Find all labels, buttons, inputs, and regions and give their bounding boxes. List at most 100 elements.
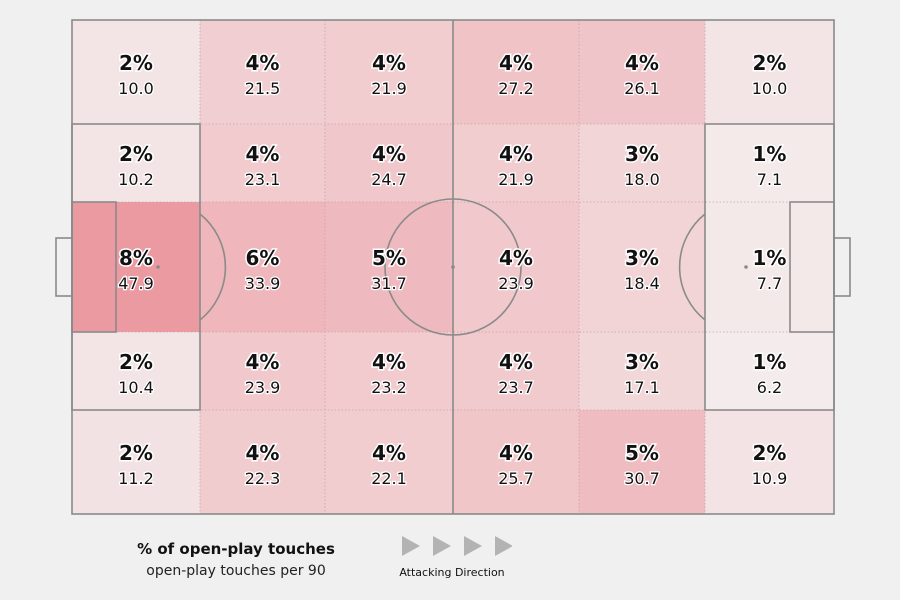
cell-value: 23.7 [498, 378, 534, 397]
arrow-right-icon [495, 536, 512, 556]
cell-percentage: 4% [499, 246, 533, 270]
heatmap-cell [72, 124, 200, 202]
legend-title: % of open-play touches [137, 540, 335, 558]
cell-percentage: 1% [753, 350, 787, 374]
cell-percentage: 6% [246, 246, 280, 270]
cell-percentage: 4% [246, 441, 280, 465]
direction-arrows-icon [392, 534, 512, 558]
heatmap-cell [705, 20, 834, 124]
left-penalty-arc [199, 213, 227, 321]
cell-value: 23.9 [498, 274, 534, 293]
cell-percentage: 1% [753, 142, 787, 166]
cell-percentage: 3% [625, 142, 659, 166]
heatmap-cell [453, 202, 579, 332]
cell-value: 47.9 [118, 274, 154, 293]
left-penalty-spot [156, 265, 160, 269]
cell-value: 18.4 [624, 274, 660, 293]
arrow-right-icon [433, 536, 451, 556]
heatmap-cell [579, 124, 705, 202]
cell-value: 33.9 [245, 274, 281, 293]
cell-value: 17.1 [624, 378, 660, 397]
heatmap-cell [325, 202, 453, 332]
direction-label: Attacking Direction [399, 566, 505, 579]
cell-value: 21.5 [245, 79, 281, 98]
arrow-right-icon [464, 536, 482, 556]
cell-percentage: 4% [372, 350, 406, 374]
left-goal [55, 237, 73, 297]
heatmap-cell [579, 20, 705, 124]
arrow-right-icon [402, 536, 420, 556]
cell-value: 24.7 [371, 170, 407, 189]
cell-value: 10.0 [118, 79, 154, 98]
cell-percentage: 1% [753, 246, 787, 270]
cell-percentage: 2% [119, 51, 153, 75]
center-spot [451, 265, 455, 269]
heatmap-cell [705, 332, 834, 410]
heatmap-cell [200, 202, 325, 332]
heatmap-cell [200, 20, 325, 124]
heatmap-cell [325, 20, 453, 124]
legend: % of open-play touches open-play touches… [72, 538, 400, 582]
heatmap-cell [705, 410, 834, 514]
heatmap-cell [72, 410, 200, 514]
heatmap-cell [579, 410, 705, 514]
heatmap-cell [705, 202, 834, 332]
cell-value: 10.9 [752, 469, 788, 488]
heatmap-cell [72, 20, 200, 124]
heatmap-cell [200, 124, 325, 202]
cell-value: 18.0 [624, 170, 660, 189]
cell-percentage: 4% [499, 350, 533, 374]
cell-percentage: 4% [246, 142, 280, 166]
cell-value: 10.2 [118, 170, 154, 189]
cell-percentage: 2% [753, 51, 787, 75]
heatmap-cell [325, 124, 453, 202]
heatmap-cell [579, 332, 705, 410]
cell-value: 10.0 [752, 79, 788, 98]
heatmap-cell [200, 332, 325, 410]
heatmap-cell [579, 202, 705, 332]
cell-percentage: 4% [246, 350, 280, 374]
heatmap-cell [453, 410, 579, 514]
cell-value: 31.7 [371, 274, 407, 293]
cell-value: 7.7 [757, 274, 782, 293]
cell-percentage: 8% [119, 246, 153, 270]
heatmap-cell [72, 332, 200, 410]
cell-percentage: 4% [246, 51, 280, 75]
cell-value: 6.2 [757, 378, 782, 397]
cell-percentage: 3% [625, 246, 659, 270]
right-penalty-spot [744, 265, 748, 269]
cell-value: 23.2 [371, 378, 407, 397]
cell-value: 30.7 [624, 469, 660, 488]
cell-percentage: 5% [372, 246, 406, 270]
heatmap-cell [453, 332, 579, 410]
heatmap-cell [325, 332, 453, 410]
cell-percentage: 2% [119, 441, 153, 465]
cell-percentage: 3% [625, 350, 659, 374]
cell-percentage: 4% [499, 51, 533, 75]
legend-subtitle: open-play touches per 90 [146, 563, 326, 579]
cell-value: 25.7 [498, 469, 534, 488]
cell-percentage: 2% [119, 142, 153, 166]
heatmap-cell [325, 410, 453, 514]
cell-percentage: 4% [372, 142, 406, 166]
cell-percentage: 2% [119, 350, 153, 374]
center-circle [384, 198, 522, 336]
cell-value: 27.2 [498, 79, 534, 98]
cell-value: 7.1 [757, 170, 782, 189]
cell-percentage: 4% [372, 441, 406, 465]
heatmap-cell [453, 124, 579, 202]
cell-percentage: 4% [372, 51, 406, 75]
heatmap-cell [200, 410, 325, 514]
cell-value: 21.9 [498, 170, 534, 189]
attacking-direction: Attacking Direction [392, 534, 512, 579]
heatmap-cell [705, 124, 834, 202]
cell-percentage: 4% [625, 51, 659, 75]
cell-percentage: 2% [753, 441, 787, 465]
heatmap-cell [72, 202, 200, 332]
cell-value: 26.1 [624, 79, 660, 98]
heatmap-cell [453, 20, 579, 124]
cell-percentage: 4% [499, 441, 533, 465]
cell-value: 23.1 [245, 170, 281, 189]
cell-percentage: 4% [499, 142, 533, 166]
